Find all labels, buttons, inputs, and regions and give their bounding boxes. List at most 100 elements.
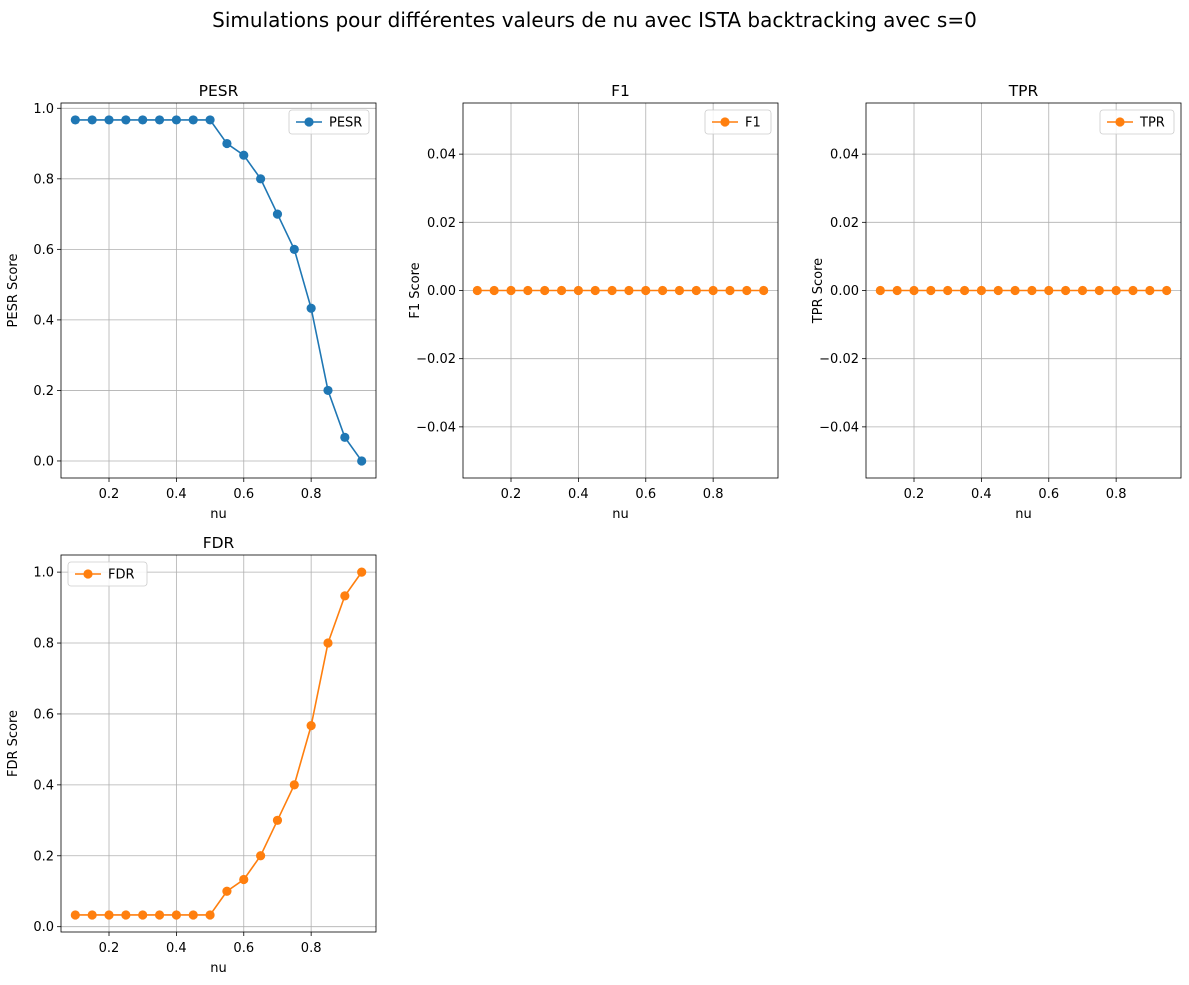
legend-label: PESR bbox=[329, 116, 362, 131]
x-tick-label: 0.2 bbox=[99, 487, 120, 502]
x-tick-label: 0.4 bbox=[166, 941, 187, 956]
data-point bbox=[138, 115, 148, 125]
y-tick-label: 0.8 bbox=[33, 172, 54, 187]
subplot-title: F1 bbox=[611, 82, 630, 100]
legend: F1 bbox=[704, 109, 772, 135]
y-tick-label: 1.0 bbox=[33, 102, 54, 117]
x-tick-label: 0.4 bbox=[568, 487, 589, 502]
data-point bbox=[658, 285, 668, 296]
series-line bbox=[75, 571, 363, 916]
x-tick-label: 0.2 bbox=[501, 487, 522, 502]
data-point bbox=[472, 285, 482, 296]
data-point bbox=[323, 638, 333, 648]
y-tick-label: 0.8 bbox=[33, 637, 54, 652]
data-point bbox=[607, 285, 617, 296]
data-point bbox=[188, 115, 198, 125]
x-tick-label: 0.8 bbox=[301, 487, 322, 502]
legend-marker bbox=[720, 117, 730, 127]
y-tick-label: −0.02 bbox=[819, 352, 859, 367]
data-point bbox=[272, 209, 283, 219]
data-point bbox=[256, 851, 266, 861]
legend-label: FDR bbox=[108, 568, 135, 583]
data-point bbox=[154, 115, 165, 125]
data-point bbox=[976, 285, 986, 296]
x-tick-label: 0.8 bbox=[703, 487, 724, 502]
y-tick-label: 0.2 bbox=[33, 849, 54, 864]
data-point bbox=[1077, 285, 1088, 296]
y-axis-label: FDR Score bbox=[6, 710, 21, 777]
y-tick-label: 0.2 bbox=[33, 384, 54, 399]
y-tick-label: 0.6 bbox=[33, 707, 54, 722]
x-tick-label: 0.2 bbox=[904, 487, 925, 502]
y-tick-label: 0.02 bbox=[427, 216, 456, 231]
x-tick-label: 0.2 bbox=[99, 941, 120, 956]
data-point bbox=[239, 874, 249, 885]
data-point bbox=[1145, 285, 1155, 296]
x-tick-label: 0.6 bbox=[1038, 487, 1059, 502]
y-tick-label: 0.4 bbox=[33, 313, 54, 328]
data-point bbox=[759, 285, 769, 296]
x-axis-label: nu bbox=[1015, 507, 1031, 522]
data-point bbox=[742, 285, 752, 296]
subplot-f1: 0.2 0.4 0.6 0.8 −0.04 −0.02 0.00 0.02 0.04 F1 nu F1… bbox=[408, 82, 779, 522]
axes-frame bbox=[60, 102, 377, 479]
y-axis-label: F1 Score bbox=[408, 262, 423, 318]
data-point bbox=[892, 285, 902, 296]
data-point bbox=[725, 285, 735, 296]
data-point bbox=[222, 138, 232, 149]
x-tick-label: 0.6 bbox=[635, 487, 656, 502]
legend-marker bbox=[83, 569, 93, 579]
x-tick-label: 0.6 bbox=[233, 941, 254, 956]
data-point bbox=[943, 285, 953, 296]
data-point bbox=[1162, 285, 1172, 296]
data-point bbox=[1128, 285, 1138, 296]
data-point bbox=[556, 285, 567, 296]
legend: FDR bbox=[67, 561, 148, 587]
legend: PESR bbox=[288, 109, 370, 135]
data-point bbox=[624, 285, 634, 296]
data-point bbox=[993, 285, 1003, 296]
axes-frame bbox=[865, 102, 1182, 479]
x-tick-label: 0.8 bbox=[1106, 487, 1127, 502]
data-point bbox=[909, 285, 919, 296]
y-tick-label: 0.0 bbox=[33, 920, 54, 935]
data-point bbox=[306, 303, 316, 313]
y-tick-label: 0.0 bbox=[33, 454, 54, 469]
data-point bbox=[357, 456, 367, 466]
y-tick-label: 0.00 bbox=[830, 284, 859, 299]
data-point bbox=[959, 285, 970, 296]
y-tick-label: 0.00 bbox=[427, 284, 456, 299]
x-axis-label: nu bbox=[210, 507, 226, 522]
subplot-tpr: 0.2 0.4 0.6 0.8 −0.04 −0.02 0.00 0.02 0.04 TPR nu T… bbox=[811, 82, 1182, 522]
data-point bbox=[641, 285, 651, 296]
subplot-title: FDR bbox=[203, 534, 235, 552]
data-point bbox=[70, 910, 80, 920]
subplot-title: PESR bbox=[199, 82, 239, 100]
data-point bbox=[121, 115, 131, 125]
data-point bbox=[171, 910, 181, 920]
x-tick-label: 0.6 bbox=[233, 487, 254, 502]
axes-frame bbox=[462, 102, 779, 479]
data-point bbox=[506, 285, 516, 296]
x-axis-label: nu bbox=[210, 961, 226, 976]
data-point bbox=[87, 115, 97, 125]
data-point bbox=[1044, 285, 1054, 296]
x-tick-label: 0.8 bbox=[301, 941, 322, 956]
x-axis-label: nu bbox=[612, 507, 628, 522]
data-point bbox=[691, 285, 701, 296]
data-point bbox=[926, 285, 936, 296]
y-axis-label: TPR Score bbox=[811, 258, 826, 324]
data-point bbox=[239, 150, 249, 160]
subplot-pesr: 0.2 0.4 0.6 0.8 0.0 0.2 0.4 0.6 0.8 1.0 PESR nu PESR… bbox=[6, 82, 377, 522]
data-point bbox=[87, 910, 97, 920]
data-point bbox=[138, 910, 148, 920]
y-tick-label: −0.04 bbox=[416, 420, 456, 435]
data-point bbox=[674, 285, 685, 296]
legend-box bbox=[67, 561, 148, 587]
legend-label: TPR bbox=[1139, 116, 1165, 131]
data-point bbox=[1010, 285, 1020, 296]
y-tick-label: 1.0 bbox=[33, 566, 54, 581]
subplot-title: TPR bbox=[1008, 82, 1039, 100]
data-point bbox=[357, 567, 367, 577]
data-point bbox=[573, 285, 583, 296]
